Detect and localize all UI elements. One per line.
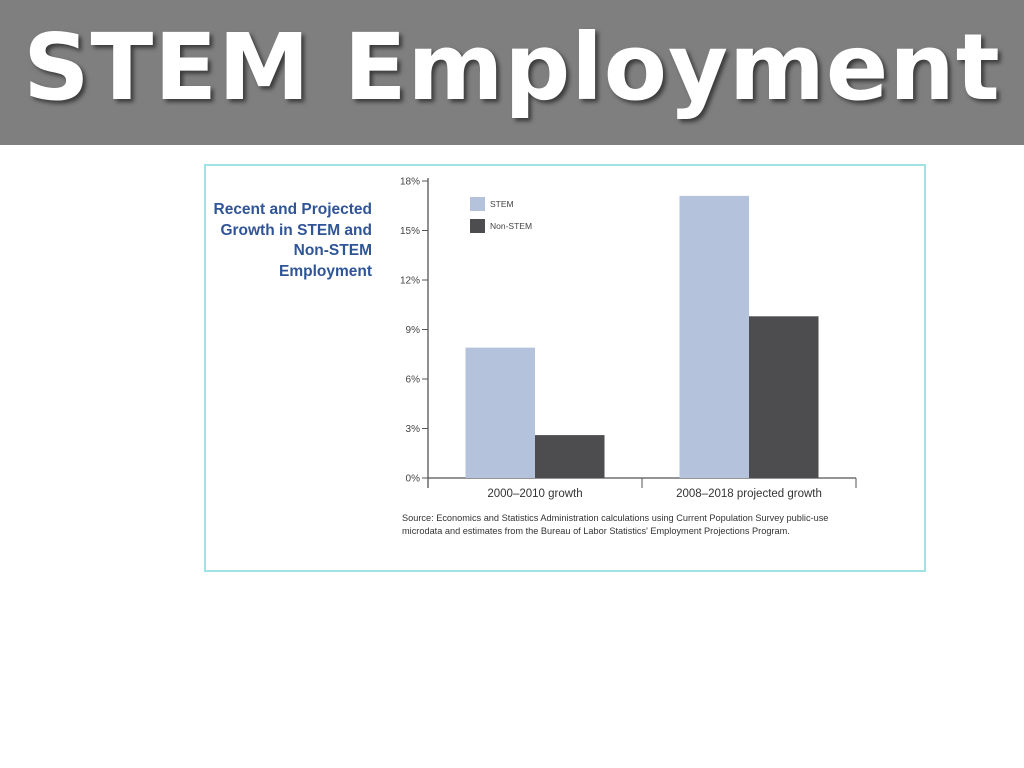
chart-frame [204, 164, 926, 572]
chart-title: Recent and Projected Growth in STEM and … [213, 201, 373, 280]
y-tick-label: 12% [400, 276, 420, 287]
legend-swatch [470, 197, 485, 211]
x-tick-label: 2000–2010 growth [487, 488, 582, 500]
chart-source-note: Source: Economics and Statistics Adminis… [402, 513, 829, 536]
title-banner [0, 0, 1024, 145]
bar-non-stem [535, 435, 605, 478]
y-tick-label: 9% [406, 325, 421, 336]
bar-stem [679, 195, 749, 478]
bar-stem [465, 347, 535, 478]
legend-label: Non-STEM [490, 221, 532, 231]
y-tick-label: 0% [406, 474, 421, 485]
y-tick-label: 6% [406, 375, 421, 386]
legend-swatch [470, 219, 485, 233]
bar-non-stem [749, 316, 819, 478]
y-tick-label: 15% [400, 226, 420, 237]
y-tick-label: 18% [400, 177, 420, 188]
legend-label: STEM [490, 199, 514, 209]
x-tick-label: 2008–2018 projected growth [676, 488, 822, 500]
slide-title: STEM Employment [23, 14, 1001, 121]
y-tick-label: 3% [406, 424, 421, 435]
